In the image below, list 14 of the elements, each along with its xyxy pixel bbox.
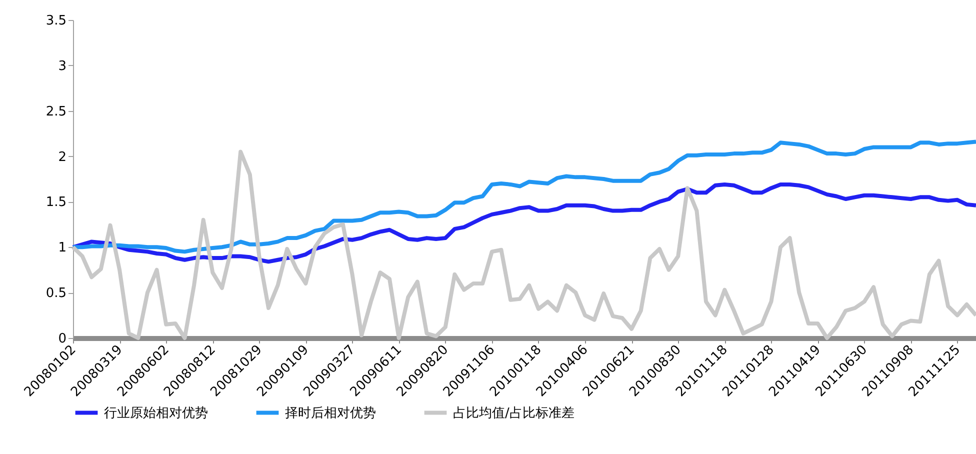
y-tick-label: 2 [58,150,66,165]
y-tick-label: 0.5 [46,286,66,302]
line-series [71,150,976,340]
y-tick-label: 1.5 [46,195,66,210]
line-series [71,182,976,264]
y-tick-label: 0 [58,332,66,346]
y-tick-label: 2.5 [46,104,66,120]
y-tick-label: 3.5 [46,14,66,28]
y-tick-label: 3 [58,58,66,74]
legend-label: 择时后相对优势 [285,406,376,421]
y-tick-label: 1 [58,240,66,256]
legend-label: 占比均值/占比标准差 [453,406,574,421]
legend-label: 行业原始相对优势 [104,406,208,421]
line-series [71,140,976,254]
